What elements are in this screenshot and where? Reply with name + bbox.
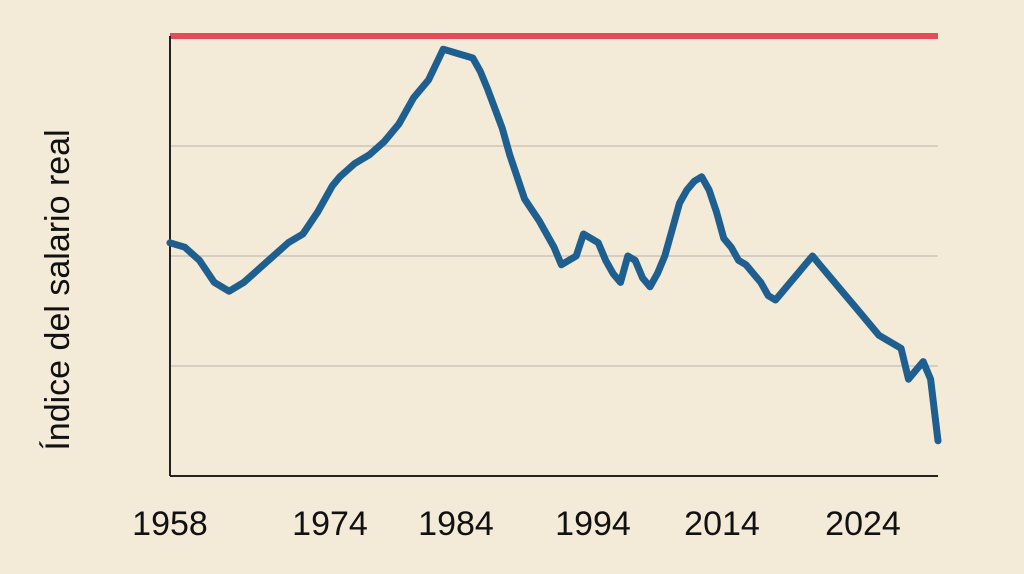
x-tick-label: 2024 <box>825 505 901 543</box>
x-tick-label: 1984 <box>418 505 494 543</box>
x-tick-label: 1994 <box>555 505 631 543</box>
series-line <box>166 45 942 445</box>
x-tick-label: 2014 <box>684 505 760 543</box>
x-tick-label: 1974 <box>292 505 368 543</box>
x-axis-tick-labels: 1958 1974 1984 1994 2014 2024 <box>132 505 901 543</box>
x-tick-label: 1958 <box>132 505 208 543</box>
y-axis-label: Índice del salario real <box>39 129 77 450</box>
